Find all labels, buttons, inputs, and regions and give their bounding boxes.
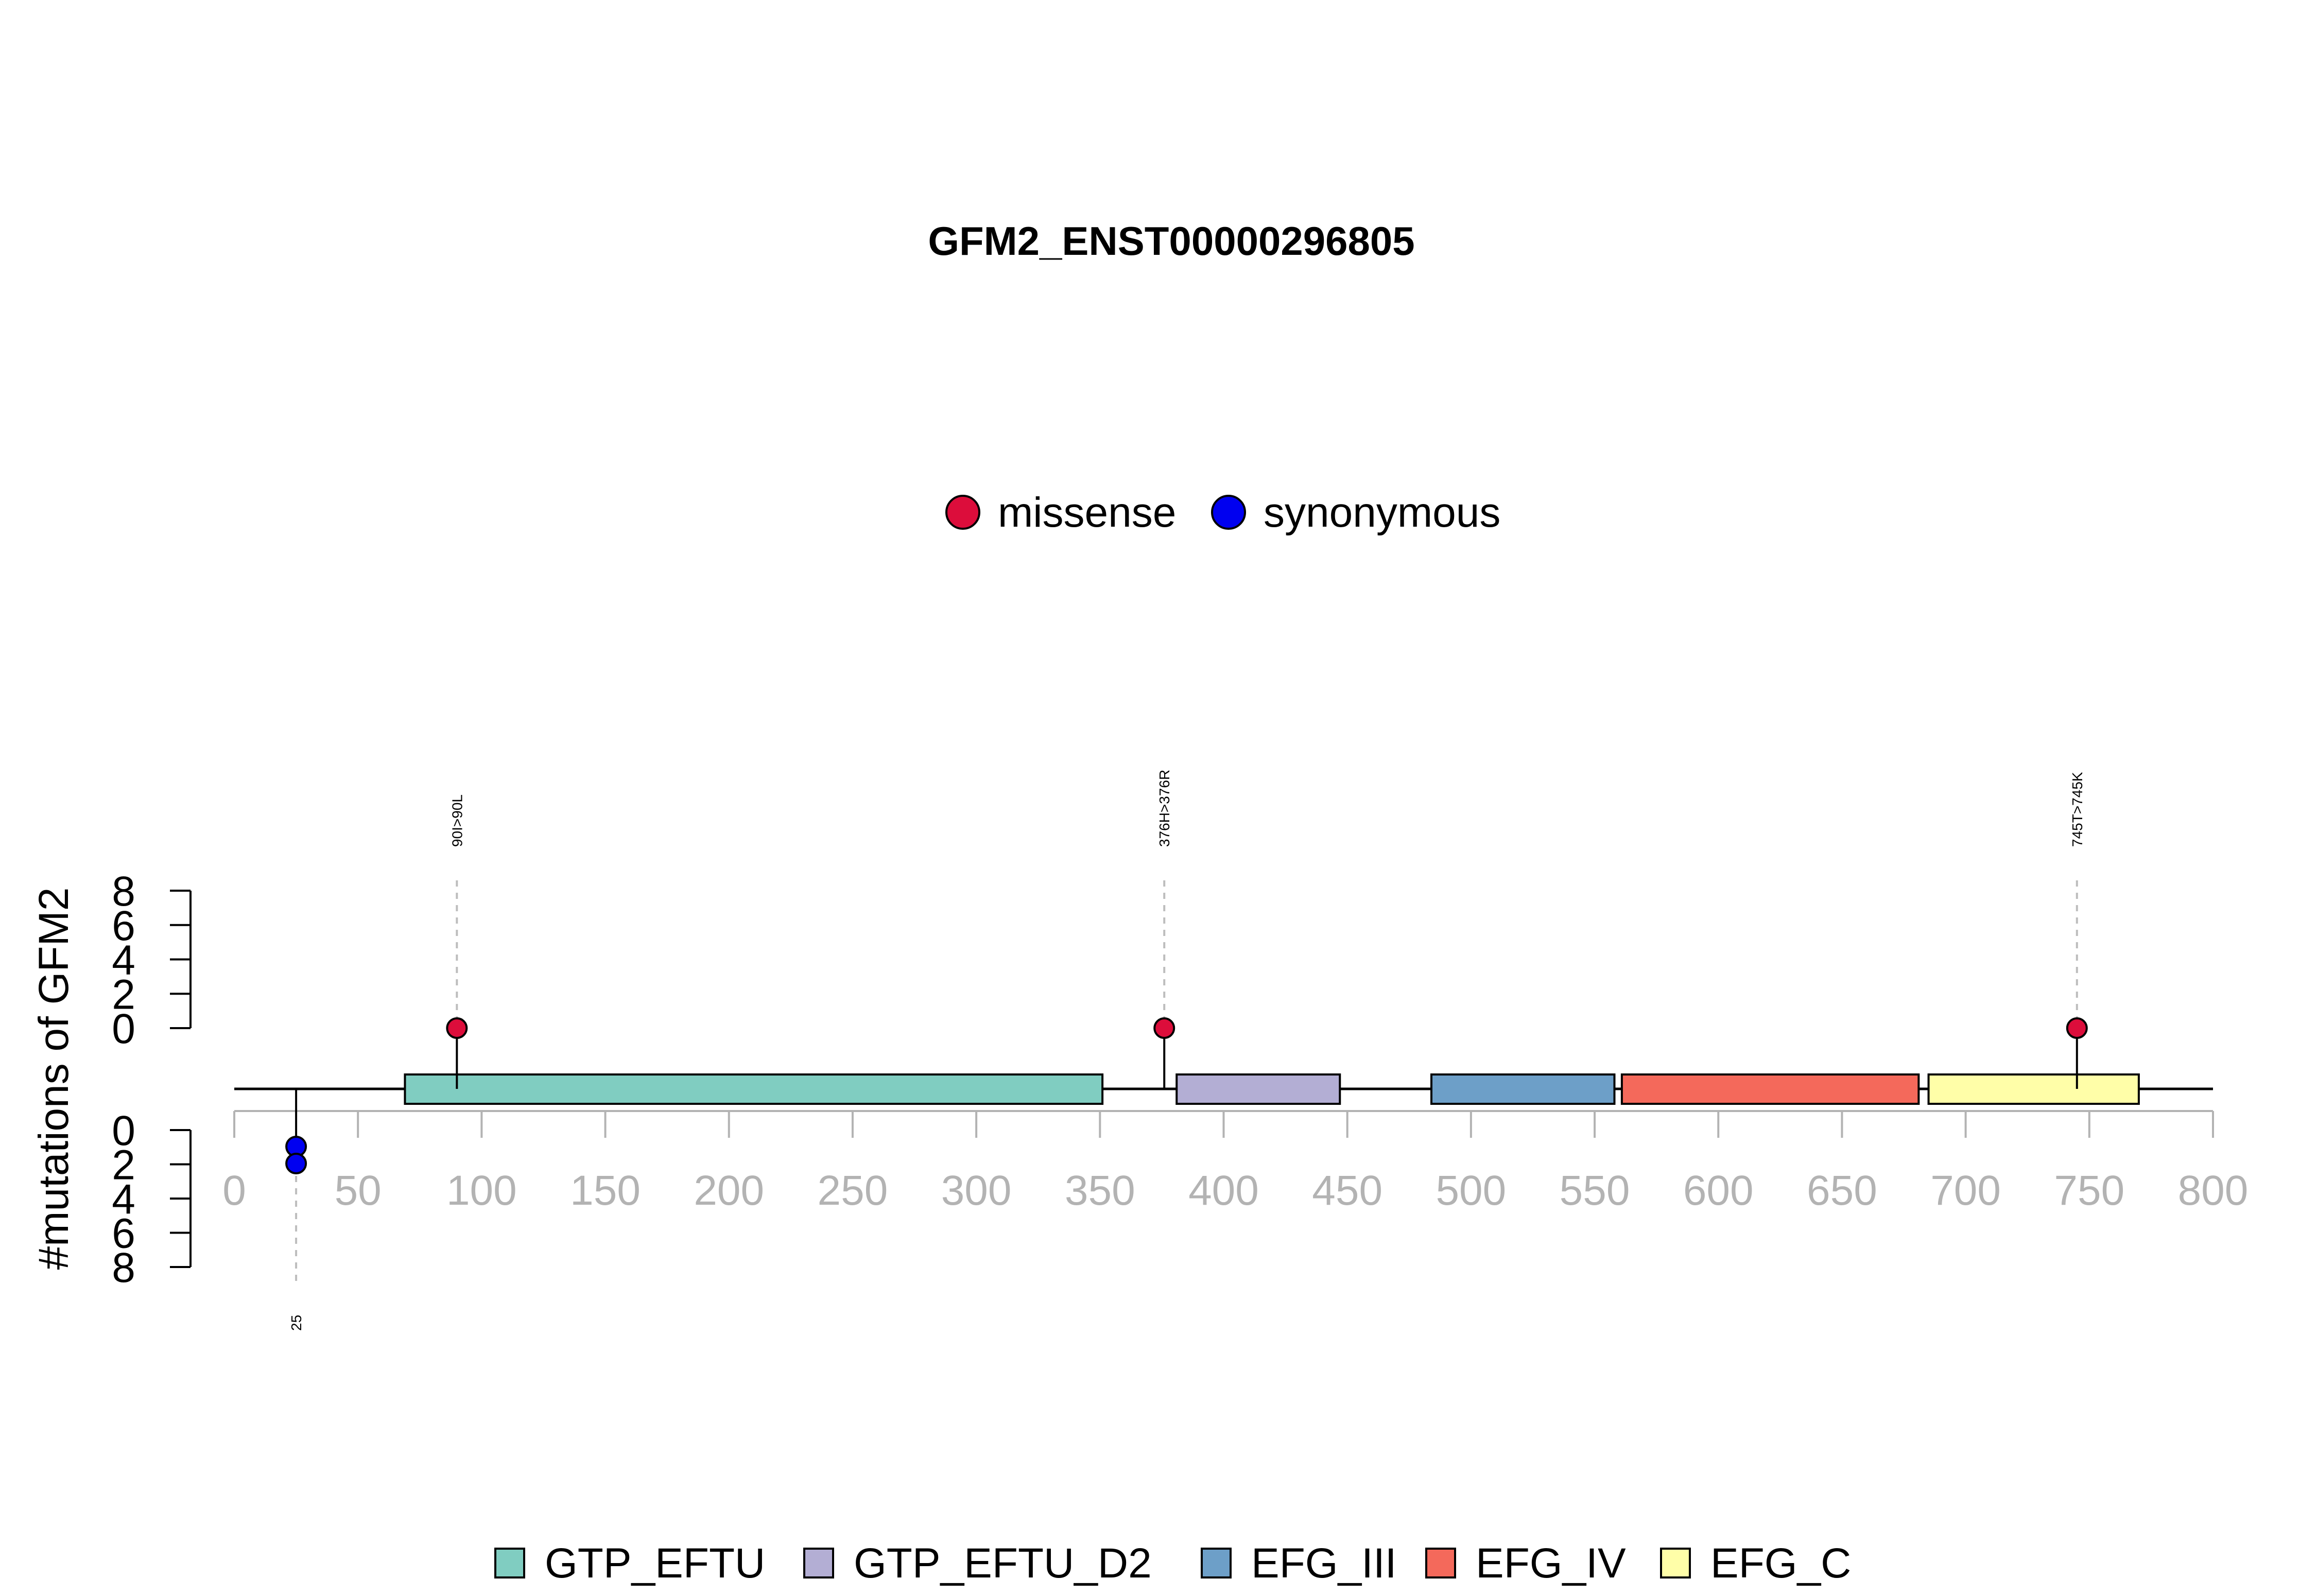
x-tick-label: 700 bbox=[1930, 1167, 2001, 1214]
mutation-dot-missense bbox=[446, 1017, 468, 1039]
mutation-label: 25 bbox=[288, 1315, 304, 1331]
mutation-dot-missense bbox=[1153, 1017, 1175, 1039]
y-axis-label: #mutations of GFM2 bbox=[30, 888, 77, 1270]
y-tick-label-top: 8 bbox=[112, 868, 135, 915]
x-tick-label: 800 bbox=[2178, 1167, 2249, 1214]
chart-title: GFM2_ENST00000296805 bbox=[928, 218, 1414, 264]
mutation-label: 376H>376R bbox=[1156, 770, 1172, 847]
domain-track bbox=[404, 1073, 2140, 1105]
legend-label-EFG_C: EFG_C bbox=[1710, 1540, 1851, 1587]
x-tick-label: 550 bbox=[1560, 1167, 1630, 1214]
y-tick-label-bottom: 8 bbox=[112, 1244, 135, 1291]
x-tick-label: 150 bbox=[570, 1167, 641, 1214]
legend-marker-missense bbox=[945, 495, 980, 530]
mutation-dot-missense bbox=[2066, 1017, 2088, 1039]
domain-EFG_III bbox=[1430, 1073, 1616, 1105]
mutation-legend: missense synonymous bbox=[945, 489, 1500, 536]
legend-swatch-EFG_IV bbox=[1425, 1548, 1456, 1578]
mutation-label: 745T>745K bbox=[2069, 772, 2085, 847]
legend-swatch-GTP_EFTU_D2 bbox=[803, 1548, 834, 1578]
x-tick-label: 600 bbox=[1683, 1167, 1754, 1214]
domain-legend: GTP_EFTU GTP_EFTU_D2 EFG_III EFG_IV EFG_C bbox=[494, 1540, 1851, 1587]
legend-marker-synonymous bbox=[1211, 495, 1246, 530]
legend-label-EFG_III: EFG_III bbox=[1251, 1540, 1397, 1587]
mutation-dot-synonymous bbox=[285, 1153, 307, 1174]
y-tick-label-top: 2 bbox=[112, 971, 135, 1018]
y-tick-label-bottom: 2 bbox=[112, 1142, 135, 1189]
x-tick-label: 200 bbox=[694, 1167, 764, 1214]
y-tick-label-top: 0 bbox=[112, 1005, 135, 1052]
legend-label-EFG_IV: EFG_IV bbox=[1476, 1540, 1626, 1587]
x-tick-label: 0 bbox=[222, 1167, 246, 1214]
legend-label-GTP_EFTU_D2: GTP_EFTU_D2 bbox=[854, 1540, 1152, 1587]
legend-label-GTP_EFTU: GTP_EFTU bbox=[545, 1540, 765, 1587]
x-tick-label: 400 bbox=[1188, 1167, 1259, 1214]
y-tick-label-top: 4 bbox=[112, 937, 135, 984]
domain-GTP_EFTU_D2 bbox=[1175, 1073, 1341, 1105]
x-tick-label: 350 bbox=[1065, 1167, 1135, 1214]
x-tick-label: 500 bbox=[1436, 1167, 1506, 1214]
x-tick-label: 300 bbox=[941, 1167, 1012, 1214]
domain-EFG_IV bbox=[1620, 1073, 1920, 1105]
y-tick-label-bottom: 6 bbox=[112, 1210, 135, 1257]
x-tick-label: 650 bbox=[1807, 1167, 1877, 1214]
legend-label-synonymous: synonymous bbox=[1264, 489, 1500, 536]
legend-swatch-EFG_C bbox=[1660, 1548, 1691, 1578]
x-tick-label: 50 bbox=[335, 1167, 382, 1214]
legend-swatch-EFG_III bbox=[1201, 1548, 1232, 1578]
mutation-label: 90I>90L bbox=[449, 794, 465, 847]
y-tick-label-bottom: 4 bbox=[112, 1176, 135, 1223]
y-tick-label-bottom: 0 bbox=[112, 1107, 135, 1154]
mutation-track: 90I>90L 376H>376R 745T>745K 25 bbox=[285, 770, 2088, 1331]
x-tick-label: 450 bbox=[1312, 1167, 1382, 1214]
x-tick-label: 100 bbox=[446, 1167, 517, 1214]
x-tick-label: 750 bbox=[2054, 1167, 2124, 1214]
legend-label-missense: missense bbox=[998, 489, 1176, 536]
x-tick-label: 250 bbox=[818, 1167, 888, 1214]
y-tick-label-top: 6 bbox=[112, 903, 135, 949]
domain-GTP_EFTU bbox=[404, 1073, 1104, 1105]
x-axis: 0 50 100 150 200 250 300 350 400 450 500 550 600 650 7… bbox=[222, 1110, 2249, 1214]
domain-EFG_C bbox=[1927, 1073, 2140, 1105]
legend-swatch-GTP_EFTU bbox=[494, 1548, 525, 1578]
